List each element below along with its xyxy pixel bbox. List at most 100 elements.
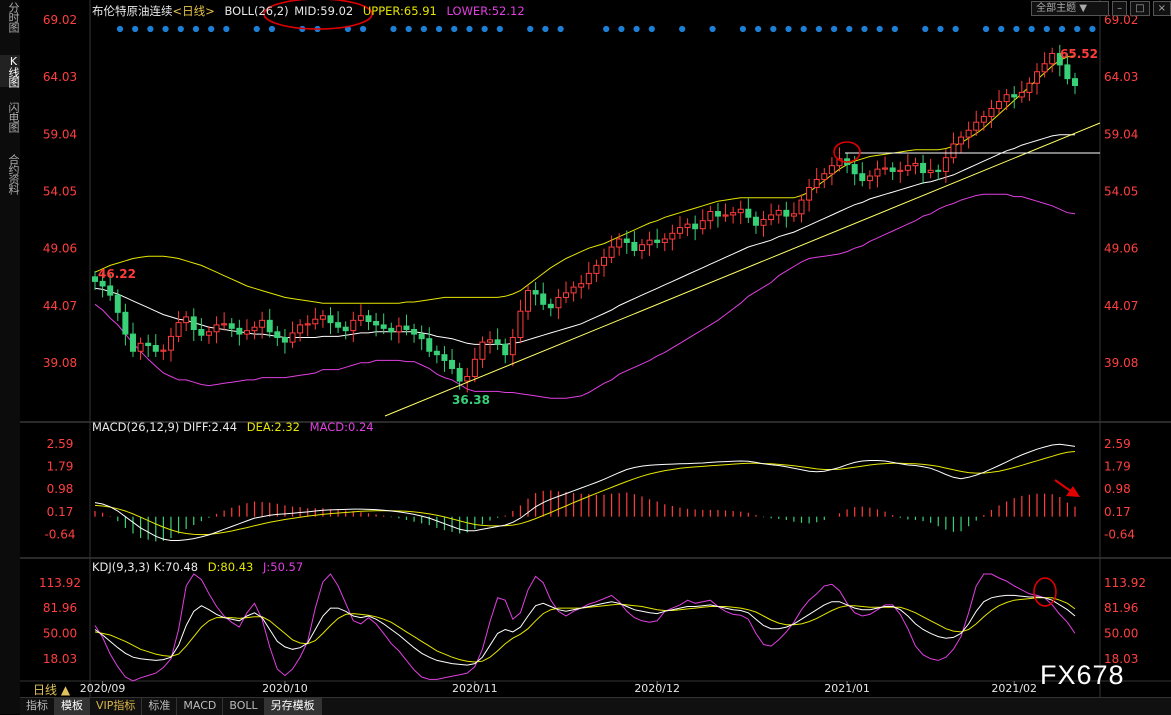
candle-body <box>920 162 927 174</box>
kdj-left-tick: 50.00 <box>43 626 77 640</box>
kdj-label[interactable]: KDJ(9,3,3) <box>92 560 151 574</box>
price-right-tick: 39.08 <box>1104 356 1138 370</box>
price-annotation: 46.22 <box>98 267 136 281</box>
candle-body <box>563 292 570 298</box>
candle-body <box>798 199 805 215</box>
candle-body <box>395 325 402 333</box>
bottom-tab-4[interactable]: MACD <box>177 698 224 715</box>
candle-body <box>828 165 835 175</box>
candle-body <box>365 315 372 322</box>
signal-dot <box>481 25 488 33</box>
candle-body <box>532 290 539 295</box>
candle-body <box>638 244 645 251</box>
bottom-tab-1[interactable]: 模板 <box>55 698 90 715</box>
signal-dot <box>618 25 625 33</box>
candle-body <box>418 333 425 340</box>
boll-mid-value: MID:59.02 <box>294 4 354 18</box>
macd-dea-line <box>94 451 1076 536</box>
candle-body <box>958 136 965 145</box>
signal-dot <box>876 25 883 33</box>
bottom-tab-3[interactable]: 标准 <box>142 698 178 715</box>
candle-body <box>167 335 174 351</box>
candle-body <box>714 211 721 217</box>
price-annotation: 36.38 <box>452 393 490 407</box>
sidebar-tab-1[interactable]: K线图 <box>0 55 20 87</box>
macd-header: MACD(26,12,9) DIFF:2.44 DEA:2.32 MACD:0.… <box>92 420 374 434</box>
candle-body <box>707 211 714 222</box>
candle-body <box>297 324 304 334</box>
candle-body <box>889 167 896 172</box>
candle-body <box>152 345 159 352</box>
kdj-right-tick: 50.00 <box>1104 626 1138 640</box>
boll-lower-value: LOWER:52.12 <box>446 4 525 18</box>
close-icon[interactable]: × <box>1152 1 1171 16</box>
date-label: 2020/10 <box>262 682 308 695</box>
boll-label[interactable]: BOLL(26,2) <box>224 4 289 18</box>
macd-left-tick: 2.59 <box>47 437 74 451</box>
candle-body <box>927 169 934 174</box>
signal-dot <box>1013 25 1020 33</box>
signal-dot <box>998 25 1005 33</box>
candle-body <box>988 107 995 117</box>
candle-body <box>783 209 790 217</box>
candle-body <box>1064 64 1071 80</box>
candle-body <box>175 322 182 337</box>
candle-body <box>623 238 630 243</box>
candle-body <box>342 326 349 332</box>
minimize-icon[interactable]: – <box>1112 1 1128 16</box>
bottom-tab-5[interactable]: BOLL <box>223 698 265 715</box>
kdj-k-value: K:70.48 <box>153 560 199 574</box>
bottom-tab-6[interactable]: 另存模板 <box>264 698 322 715</box>
theme-dropdown[interactable]: 全部主题 ▼ <box>1031 1 1110 16</box>
candle-body <box>137 342 144 352</box>
candle-body <box>980 115 987 123</box>
maximize-icon[interactable]: □ <box>1130 1 1150 16</box>
candle-body <box>190 316 197 331</box>
candle-body <box>593 264 600 274</box>
sidebar-tab-2[interactable]: 闪电图 <box>7 102 20 132</box>
sidebar-tab-0[interactable]: 分时图 <box>7 2 20 32</box>
candle-body <box>806 186 813 201</box>
candle-body <box>973 121 980 131</box>
candle-body <box>525 290 532 312</box>
candle-body <box>92 276 98 282</box>
candle-body <box>205 331 212 336</box>
signal-dot <box>982 25 990 33</box>
boll-upper-line <box>94 55 1076 304</box>
candle-body <box>274 331 281 339</box>
candle-body <box>935 169 942 172</box>
highlight-ellipse <box>1033 577 1057 607</box>
macd-right-tick: 2.59 <box>1104 437 1131 451</box>
candle-body <box>608 246 615 258</box>
boll-upper-value: UPPER:65.91 <box>362 4 437 18</box>
chevron-down-icon: ▼ <box>1079 3 1088 14</box>
macd-right-tick: 0.98 <box>1104 482 1131 496</box>
candle-body <box>1018 91 1025 98</box>
candle-body <box>950 143 957 159</box>
macd-label[interactable]: MACD(26,12,9) <box>92 420 180 434</box>
candle-body <box>669 232 676 240</box>
candle-body <box>1072 78 1078 87</box>
macd-diff-value: DIFF:2.44 <box>183 420 238 434</box>
candle-body <box>996 101 1003 109</box>
candle-body <box>654 239 661 243</box>
sidebar-tab-3[interactable]: 合约资料 <box>7 154 20 194</box>
macd-hist-value: MACD:0.24 <box>309 420 374 434</box>
candle-body <box>661 238 668 243</box>
signal-dot <box>557 25 564 33</box>
candle-body <box>768 214 775 221</box>
bottom-tab-0[interactable]: 指标 <box>20 698 55 715</box>
boll-lower-line <box>94 193 1076 399</box>
signal-dot <box>527 25 534 33</box>
candle-body <box>585 272 592 285</box>
signal-dot <box>1074 25 1081 33</box>
candle-body <box>289 332 296 343</box>
candle-body <box>851 164 858 175</box>
period-daily-button[interactable]: 日线 ▲ <box>33 683 71 697</box>
candle-body <box>281 337 288 343</box>
candle-body <box>304 323 311 326</box>
candle-body <box>547 303 554 309</box>
bottom-toolbar: 指标 模板 VIP指标 标准 MACD BOLL 另存模板 <box>20 697 1171 715</box>
candle-body <box>942 157 949 172</box>
bottom-tab-2[interactable]: VIP指标 <box>90 698 143 715</box>
